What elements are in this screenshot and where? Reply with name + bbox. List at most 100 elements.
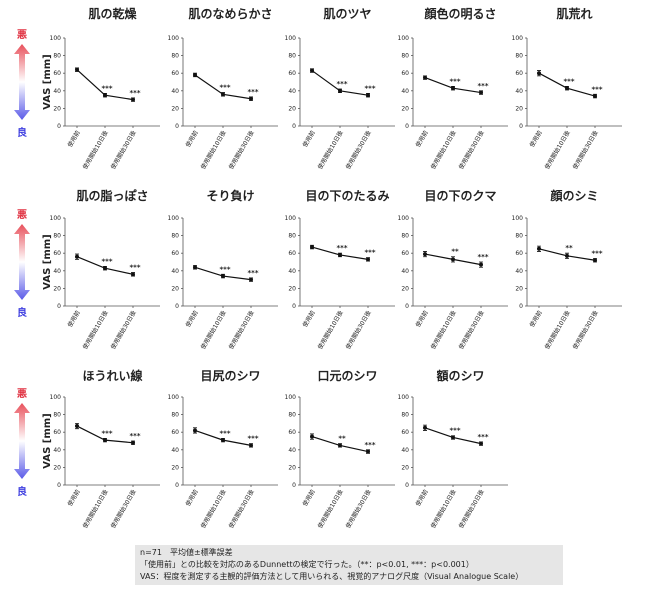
chart-title: 口元のシワ xyxy=(317,369,377,383)
point xyxy=(366,93,370,98)
y-tick-label: 20 xyxy=(401,464,409,471)
y-tick-label: 0 xyxy=(405,303,409,310)
y-tick-label: 80 xyxy=(515,233,523,240)
significance: *** xyxy=(102,257,113,265)
y-tick-label: 0 xyxy=(292,482,296,489)
note: VAS：程度を測定する主観的評価方法として用いられる、視覚的アナログ尺度（Vis… xyxy=(140,571,523,581)
x-tick-label: 使用開始10日後 xyxy=(316,129,345,171)
chart-title: 肌の脂っぽさ xyxy=(75,188,148,203)
point xyxy=(131,97,135,102)
panel: 肌の脂っぽさ 0 20 40 60 80 100 使用前 使用開始10日後 使用開始30日後 ***… xyxy=(50,188,160,351)
y-tick-label: 0 xyxy=(519,123,523,130)
point xyxy=(338,88,342,93)
x-tick-label: 使用開始30日後 xyxy=(457,129,486,171)
y-tick-label: 80 xyxy=(401,53,409,60)
significance: ** xyxy=(338,435,346,443)
y-tick-label: 40 xyxy=(171,88,179,95)
x-tick-label: 使用開始30日後 xyxy=(344,129,373,171)
x-tick-label: 使用前 xyxy=(414,488,430,508)
point xyxy=(221,274,225,279)
significance: *** xyxy=(337,244,348,252)
y-tick-label: 0 xyxy=(292,303,296,310)
y-tick-label: 0 xyxy=(175,123,179,130)
chart-title: 目の下のたるみ xyxy=(305,189,389,203)
y-tick-label: 0 xyxy=(292,123,296,130)
y-tick-label: 80 xyxy=(53,233,61,240)
point xyxy=(451,257,455,262)
y-tick-label: 20 xyxy=(288,285,296,292)
point xyxy=(479,90,483,95)
y-tick-label: 40 xyxy=(288,268,296,275)
significance: *** xyxy=(592,249,603,257)
y-tick-label: 20 xyxy=(53,105,61,112)
point xyxy=(537,246,541,251)
y-tick-label: 40 xyxy=(401,88,409,95)
y-tick-label: 60 xyxy=(515,70,523,77)
y-tick-label: 100 xyxy=(168,394,180,401)
point xyxy=(75,424,79,429)
y-tick-label: 0 xyxy=(57,303,61,310)
significance: *** xyxy=(248,435,259,443)
x-tick-label: 使用前 xyxy=(528,309,544,329)
x-tick-label: 使用開始30日後 xyxy=(344,309,373,351)
x-tick-label: 使用前 xyxy=(528,129,544,149)
y-tick-label: 100 xyxy=(512,215,524,222)
panel: 顔色の明るさ 0 20 40 60 80 100 使用前 使用開始10日後 使用開始30日後 ***… xyxy=(398,6,508,171)
y-tick-label: 40 xyxy=(288,88,296,95)
panel: 目の下のたるみ 0 20 40 60 80 100 使用前 使用開始10日後 使用開始30日後 **… xyxy=(285,189,395,351)
y-tick-label: 20 xyxy=(288,105,296,112)
x-tick-label: 使用前 xyxy=(301,129,317,149)
point xyxy=(221,438,225,443)
significance: ** xyxy=(565,244,573,252)
scale-top: 悪 xyxy=(17,29,27,41)
chart-title: 顔のシミ xyxy=(549,188,598,203)
y-tick-label: 40 xyxy=(515,268,523,275)
x-tick-label: 使用開始30日後 xyxy=(344,488,373,530)
panel: 肌のなめらかさ 0 20 40 60 80 100 使用前 使用開始10日後 使用開始30日後 **… xyxy=(168,6,278,171)
x-tick-label: 使用開始10日後 xyxy=(429,488,458,530)
y-tick-label: 80 xyxy=(401,412,409,419)
x-tick-label: 使用前 xyxy=(414,309,430,329)
x-tick-label: 使用開始10日後 xyxy=(316,488,345,530)
y-tick-label: 20 xyxy=(401,285,409,292)
x-tick-label: 使用開始30日後 xyxy=(109,309,138,351)
point xyxy=(537,71,541,76)
significance: *** xyxy=(248,269,259,277)
note-box xyxy=(135,545,563,585)
point xyxy=(565,86,569,91)
y-tick-label: 40 xyxy=(171,447,179,454)
y-tick-label: 80 xyxy=(401,233,409,240)
y-tick-label: 60 xyxy=(53,70,61,77)
x-tick-label: 使用開始10日後 xyxy=(199,488,228,530)
y-tick-label: 60 xyxy=(171,70,179,77)
significance: *** xyxy=(220,265,231,273)
panel: 額のシワ 0 20 40 60 80 100 使用前 使用開始10日後 使用開始30日後 *** **… xyxy=(398,368,508,530)
point xyxy=(366,449,370,454)
x-tick-label: 使用開始30日後 xyxy=(227,488,256,530)
point xyxy=(249,443,253,448)
y-tick-label: 100 xyxy=(50,394,62,401)
x-tick-label: 使用開始30日後 xyxy=(457,309,486,351)
y-tick-label: 40 xyxy=(288,447,296,454)
chart-title: 顔色の明るさ xyxy=(423,6,496,21)
y-tick-label: 60 xyxy=(515,250,523,257)
point xyxy=(338,252,342,257)
y-tick-label: 100 xyxy=(50,215,62,222)
y-tick-label: 100 xyxy=(285,394,297,401)
chart-title: 肌荒れ xyxy=(555,6,592,21)
x-tick-label: 使用開始10日後 xyxy=(543,129,572,171)
y-tick-label: 60 xyxy=(288,429,296,436)
y-tick-label: 100 xyxy=(512,35,524,42)
scale-top: 悪 xyxy=(17,388,27,400)
x-tick-label: 使用開始10日後 xyxy=(429,129,458,171)
point xyxy=(131,272,135,277)
x-tick-label: 使用開始30日後 xyxy=(109,488,138,530)
scale-bottom: 良 xyxy=(17,485,27,498)
y-tick-label: 60 xyxy=(288,250,296,257)
y-tick-label: 40 xyxy=(515,88,523,95)
point xyxy=(193,72,197,77)
y-tick-label: 20 xyxy=(515,285,523,292)
point xyxy=(451,86,455,91)
